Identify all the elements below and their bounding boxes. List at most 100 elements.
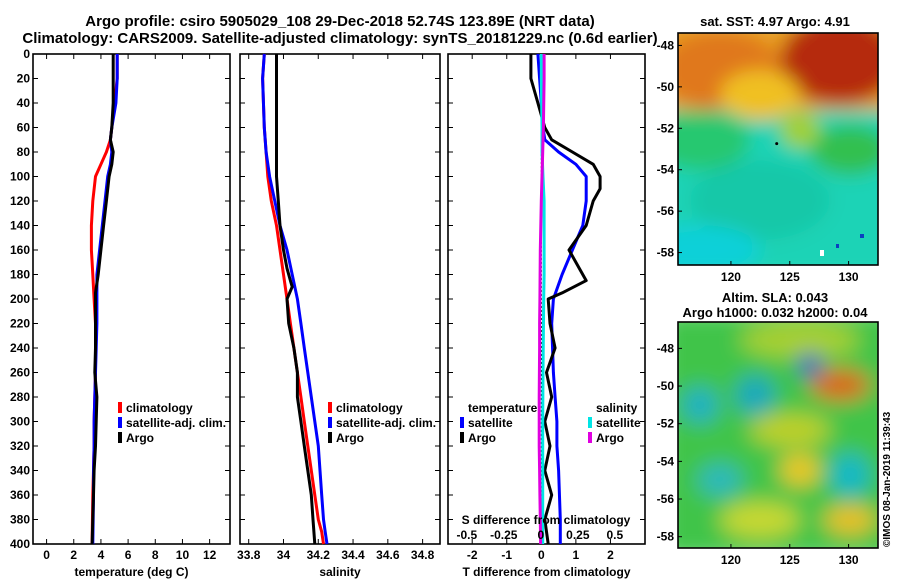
plot-frame [239,53,441,545]
x-axis-label: salinity [319,565,361,579]
x-tick-label: 33.8 [237,548,261,562]
legend-label: climatology [336,401,403,415]
series-line-argo [90,54,115,545]
sla-map-title: Altim. SLA: 0.043 [722,290,828,305]
map-y-tick-label: -54 [657,454,675,468]
x-tick-label: 34 [277,548,291,562]
x-tick-label: 0 [43,548,50,562]
legend-swatch [588,432,592,443]
y-tick-label: 40 [17,96,31,110]
series-line-climatology [261,53,325,545]
temperature-panel: 0204060801001201401601802002202402602803… [10,47,231,579]
map-y-tick-label: -50 [657,80,675,94]
s-diff-tick-label: -0.25 [490,528,518,542]
legend-swatch [118,432,122,443]
s-diff-tick-label: 0.5 [606,528,623,542]
map-y-tick-label: -52 [657,121,675,135]
legend-swatch [118,402,122,413]
y-tick-label: 220 [10,317,30,331]
x-tick-label: 34.4 [341,548,365,562]
legend-swatch [328,432,332,443]
x-tick-label: 10 [176,548,190,562]
header-title-line2: Climatology: CARS2009. Satellite-adjuste… [22,30,657,47]
x-axis-label: temperature (deg C) [74,565,188,579]
legend-label: satellite [596,416,641,430]
map-x-tick-label: 125 [780,553,800,567]
map-y-tick-label: -48 [657,341,675,355]
map-y-tick-label: -56 [657,204,675,218]
x-tick-label: -2 [467,548,478,562]
sla-map-frame [677,321,879,549]
y-tick-label: 200 [10,292,30,306]
series-line-satellite-adj-clim- [261,53,329,545]
map-x-tick-label: 125 [780,270,800,284]
legend-label: Argo [336,431,364,445]
sst-map-field [678,33,878,265]
x-tick-label: 34.2 [307,548,331,562]
y-tick-label: 100 [10,170,30,184]
s-diff-axis-label: S difference from climatology [462,513,631,527]
salinity-panel: 33.8 34 34.2 34.4 34.6 34.8 salinity climatolog… [237,53,441,579]
plot-frame [32,53,231,545]
map-y-tick-label: -50 [657,379,675,393]
legend-label: Argo [126,431,154,445]
x-tick-label: -1 [501,548,512,562]
x-tick-label: 1 [573,548,580,562]
legend-swatch [328,402,332,413]
s-diff-tick-label: 0 [537,528,544,542]
map-y-tick-label: -56 [657,492,675,506]
legend-swatch [460,432,464,443]
x-tick-label: 6 [125,548,132,562]
map-x-tick-label: 130 [839,270,859,284]
x-tick-label: 34.8 [411,548,435,562]
y-tick-label: 340 [10,464,30,478]
x-axis-label: T difference from climatology [462,565,630,579]
legend-label: climatology [126,401,193,415]
x-tick-label: 12 [203,548,217,562]
y-tick-label: 60 [17,121,31,135]
legend-swatch [328,417,332,428]
sst-map-title: sat. SST: 4.97 Argo: 4.91 [700,14,850,29]
y-tick-label: 140 [10,219,30,233]
legend-label: satellite-adj. clim. [126,416,226,430]
difference-panel: -2 -1 0 1 2 T difference from climatology temp… [447,53,646,579]
legend-swatch [460,417,464,428]
legend-label: satellite-adj. clim. [336,416,436,430]
y-tick-label: 0 [23,47,30,61]
x-tick-label: 34.6 [376,548,400,562]
y-tick-label: 160 [10,243,30,257]
y-tick-label: 280 [10,390,30,404]
y-tick-label: 380 [10,513,30,527]
legend-label: satellite [468,416,513,430]
y-tick-label: 400 [10,537,30,551]
legend-swatch [118,417,122,428]
series-line-s-argo [537,54,546,545]
map-y-tick-label: -48 [657,38,675,52]
map-x-tick-label: 120 [721,553,741,567]
y-tick-label: 20 [17,72,31,86]
x-tick-label: 0 [538,548,545,562]
s-diff-tick-label: -0.5 [456,528,477,542]
y-tick-label: 80 [17,145,31,159]
sla-map-subtitle: Argo h1000: 0.032 h2000: 0.04 [683,305,869,320]
y-tick-label: 180 [10,268,30,282]
argo-float-marker [775,142,779,146]
series-line-argo [275,54,317,545]
map-x-tick-label: 120 [721,270,741,284]
header-title-line1: Argo profile: csiro 5905029_108 29-Dec-2… [85,13,594,30]
map-y-tick-label: -58 [657,530,675,544]
y-tick-label: 260 [10,366,30,380]
y-tick-label: 120 [10,194,30,208]
imos-watermark: ©IMOS 08-Jan-2019 11:39:43 [882,411,893,547]
x-tick-label: 2 [70,548,77,562]
sla-map-field [678,322,878,548]
legend-label: Argo [596,431,624,445]
y-tick-label: 300 [10,415,30,429]
series-line-t-argo [529,54,602,545]
legend-title-temperature: temperature [468,401,538,415]
map-y-tick-label: -58 [657,246,675,260]
x-tick-label: 2 [607,548,614,562]
legend-swatch [588,417,592,428]
y-tick-label: 240 [10,341,30,355]
